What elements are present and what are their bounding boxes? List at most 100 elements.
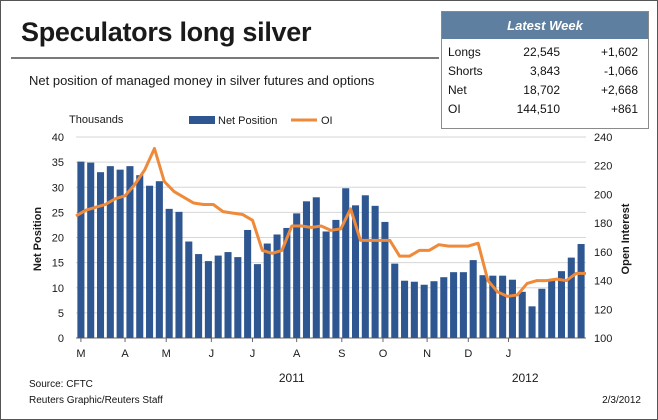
bar [175, 211, 183, 338]
bar [106, 166, 114, 338]
row-value: 3,843 [529, 64, 560, 78]
bar [538, 288, 546, 338]
bar [391, 263, 399, 338]
bar [214, 255, 222, 338]
bar [548, 279, 556, 338]
bar [557, 271, 566, 338]
bar [401, 280, 409, 338]
x-tick-label: N [423, 348, 431, 360]
bar [459, 272, 467, 338]
units-label: Thousands [69, 114, 124, 126]
x-tick-label: D [464, 348, 472, 360]
bar [479, 275, 487, 338]
bar [381, 221, 389, 338]
row-label: OI [448, 102, 461, 116]
x-tick-label: A [121, 348, 129, 360]
row-value: 18,702 [523, 83, 560, 97]
y-left-tick-label: 15 [52, 258, 64, 270]
row-label: Net [448, 83, 467, 97]
bar [342, 188, 350, 338]
y-left-tick-label: 10 [52, 283, 64, 295]
bar [253, 264, 261, 338]
row-change: +2,668 [600, 83, 638, 97]
year-label: 2012 [512, 371, 539, 385]
bar [440, 277, 448, 338]
y-right-axis-title: Open Interest [620, 203, 632, 274]
x-tick-label: A [293, 348, 301, 360]
bar [312, 197, 320, 338]
bar [195, 254, 203, 338]
y-right-tick-label: 120 [594, 304, 612, 316]
y-right-tick-label: 140 [594, 276, 612, 288]
latest-week-row-shorts: Shorts 3,843 -1,066 [442, 64, 648, 82]
y-right-tick-label: 180 [594, 218, 612, 230]
bar [410, 281, 418, 338]
y-right-tick-label: 100 [594, 333, 612, 345]
x-tick-label: J [506, 348, 512, 360]
bar [567, 257, 575, 338]
y-left-tick-label: 30 [52, 182, 64, 194]
bar [116, 169, 124, 338]
latest-week-row-oi: OI 144,510 +861 [442, 102, 648, 120]
latest-week-table: Latest Week Longs 22,545 +1,602 Shorts 3… [441, 11, 649, 129]
bar [518, 291, 526, 338]
bar [293, 213, 301, 338]
bar [87, 162, 95, 338]
y-right-tick-label: 160 [594, 247, 612, 259]
row-change: +861 [610, 102, 638, 116]
x-tick-label: S [338, 348, 345, 360]
y-right-tick-label: 200 [594, 189, 612, 201]
oi-line [75, 146, 586, 298]
bar [204, 261, 212, 338]
bar [234, 257, 242, 338]
x-tick-label: J [209, 348, 215, 360]
bar [244, 229, 252, 338]
bar [283, 227, 291, 338]
bar [499, 275, 507, 338]
bar [420, 284, 428, 338]
bar [96, 172, 105, 338]
title-divider [11, 57, 439, 59]
y-left-tick-label: 40 [52, 132, 64, 144]
row-change: +1,602 [600, 45, 638, 59]
y-left-tick-label: 25 [52, 207, 64, 219]
bar [77, 161, 85, 338]
y-right-tick-label: 240 [594, 132, 612, 144]
year-label: 2011 [279, 371, 305, 385]
x-tick-label: M [76, 348, 85, 360]
publish-date: 2/3/2012 [602, 395, 641, 406]
row-change: -1,066 [603, 64, 638, 78]
bar [361, 195, 369, 338]
bar [224, 252, 232, 338]
bar [371, 205, 379, 338]
bar [322, 231, 330, 338]
latest-week-title: Latest Week [442, 12, 648, 39]
legend-label: OI [321, 115, 333, 127]
bar [528, 306, 536, 338]
row-value: 22,545 [523, 45, 560, 59]
chart-title: Speculators long silver [21, 17, 312, 47]
bar [351, 205, 360, 338]
latest-week-row-net: Net 18,702 +2,668 [442, 83, 648, 101]
row-label: Shorts [448, 64, 483, 78]
bar [450, 272, 458, 338]
bar [155, 181, 163, 338]
credit-note: Reuters Graphic/Reuters Staff [29, 395, 163, 406]
bar [136, 175, 144, 338]
y-left-tick-label: 20 [52, 233, 64, 245]
y-left-tick-label: 35 [52, 157, 64, 169]
y-left-tick-label: 5 [58, 308, 64, 320]
source-note: Source: CFTC [29, 379, 93, 390]
bar [165, 208, 173, 338]
bar [185, 241, 193, 338]
y-left-axis-title: Net Position [32, 207, 44, 271]
bar [273, 234, 281, 338]
legend-bar-swatch [189, 116, 215, 124]
row-value: 144,510 [516, 102, 560, 116]
bar [263, 243, 271, 338]
bar [126, 166, 134, 338]
bar [508, 279, 516, 338]
chart-subtitle: Net position of managed money in silver … [29, 73, 375, 88]
